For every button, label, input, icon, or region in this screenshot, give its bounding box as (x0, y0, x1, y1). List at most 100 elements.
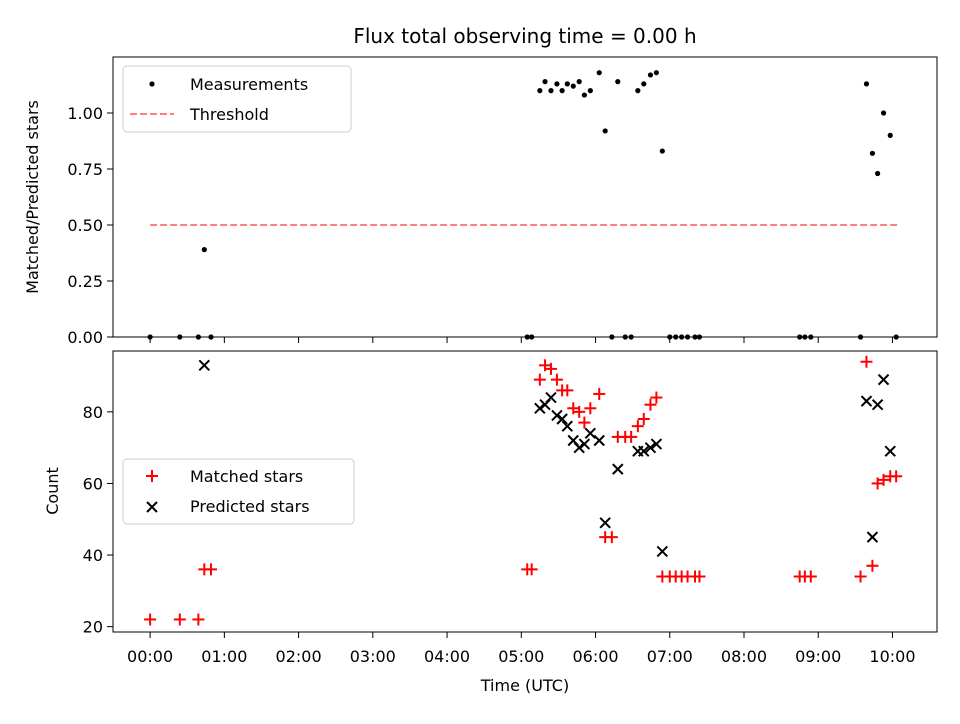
counts-y-axis-label: Count (43, 467, 62, 515)
predicted-point (198, 359, 211, 372)
ratio-y-axis-label: Matched/Predicted stars (23, 100, 42, 294)
x-tick-label: 02:00 (276, 647, 322, 666)
legend-matched-label: Matched stars (190, 467, 303, 486)
ratio-panel-frame (112, 56, 938, 338)
matched-point (192, 613, 205, 626)
series-predicted-stars (198, 359, 896, 558)
matched-point (561, 384, 574, 397)
x-tick-label: 03:00 (350, 647, 396, 666)
predicted-point (561, 420, 574, 432)
predicted-point (545, 391, 557, 404)
y-tick-label: 1.00 (67, 104, 103, 123)
predicted-point (650, 438, 663, 450)
matched-point (804, 570, 817, 583)
legend-measurements-marker (149, 81, 155, 87)
predicted-point (551, 409, 563, 422)
predicted-point (573, 441, 585, 454)
legend-measurements-label: Measurements (190, 75, 308, 94)
measurement-point (869, 150, 876, 156)
x-axis-label: Time (UTC) (480, 676, 569, 695)
predicted-point (612, 463, 624, 475)
measurement-point (542, 79, 548, 85)
matched-point (605, 531, 618, 544)
counts-legend: Matched stars Predicted stars (122, 458, 355, 525)
ratio-panel: 0.00 0.25 0.50 0.75 1.00 Matched/Predicted s… (23, 56, 938, 347)
measurement-point (615, 79, 621, 85)
legend-threshold-label: Threshold (189, 105, 269, 124)
measurement-point (554, 81, 560, 87)
predicted-point (644, 441, 657, 454)
predicted-point (593, 434, 605, 447)
matched-point (854, 570, 867, 583)
matched-point (650, 391, 663, 404)
matched-point (637, 413, 650, 426)
counts-marks (144, 355, 903, 626)
matched-point (550, 373, 563, 386)
matched-point (173, 613, 186, 626)
predicted-point (638, 445, 650, 457)
measurement-point (635, 88, 641, 94)
predicted-point (656, 545, 669, 558)
measurement-point (863, 81, 870, 87)
y-tick-label: 0.25 (67, 272, 103, 291)
matched-point (644, 398, 657, 411)
measurement-point (570, 83, 576, 89)
matched-point (593, 387, 606, 400)
matched-point (877, 473, 890, 486)
measurement-point (537, 88, 543, 94)
x-tick-label: 04:00 (424, 647, 470, 666)
series-matched-stars (144, 355, 903, 626)
predicted-point (534, 402, 546, 414)
legend-predicted-marker (146, 501, 158, 513)
measurement-point (880, 110, 887, 116)
y-tick-label: 80 (83, 403, 103, 422)
y-tick-label: 0.00 (67, 328, 103, 347)
y-tick-label: 40 (83, 546, 103, 565)
matched-point (144, 613, 157, 626)
x-tick-label: 01:00 (201, 647, 247, 666)
predicted-point (860, 395, 873, 407)
counts-panel: 20 40 60 80 Count Matched stars Predicted s… (43, 350, 938, 695)
legend-matched-marker (146, 470, 158, 482)
x-tick-label: 08:00 (721, 647, 767, 666)
predicted-point (877, 373, 890, 386)
x-tick-label: 00:00 (127, 647, 173, 666)
y-tick-label: 60 (83, 474, 103, 493)
y-tick-label: 20 (83, 618, 103, 637)
matched-point (890, 470, 903, 483)
measurement-point (564, 81, 570, 87)
matched-point (525, 563, 538, 576)
x-axis-ticks: 00:00 01:00 02:00 03:00 04:00 05:00 06:00 07:00… (127, 647, 915, 666)
measurement-point (201, 247, 207, 253)
x-tick-label: 10:00 (869, 647, 915, 666)
predicted-point (556, 413, 568, 425)
ratio-legend: Measurements Threshold (122, 65, 352, 133)
x-tick-label: 06:00 (572, 647, 618, 666)
measurement-point (641, 81, 647, 87)
predicted-point (599, 517, 611, 529)
matched-point (584, 402, 597, 415)
counts-panel-frame (112, 350, 938, 633)
counts-legend-box (122, 458, 355, 525)
measurement-point (576, 79, 582, 85)
ratio-axes: 0.00 0.25 0.50 0.75 1.00 (67, 104, 893, 347)
predicted-point (871, 398, 884, 411)
y-tick-label: 0.50 (67, 216, 103, 235)
measurement-point (875, 170, 881, 177)
x-tick-label: 05:00 (498, 647, 544, 666)
counts-axes: 20 40 60 80 (83, 403, 893, 638)
measurement-point (887, 132, 893, 138)
predicted-point (578, 438, 591, 450)
measurement-point (581, 92, 587, 98)
measurement-point (659, 148, 665, 154)
matched-point (573, 405, 586, 418)
x-tick-label: 09:00 (795, 647, 841, 666)
matched-point (533, 373, 546, 386)
matched-point (625, 430, 638, 443)
matched-point (578, 416, 591, 429)
chart-title: Flux total observing time = 0.00 h (353, 24, 696, 48)
measurement-point (587, 88, 593, 94)
ratio-legend-box (122, 65, 352, 133)
measurement-point (596, 70, 602, 76)
